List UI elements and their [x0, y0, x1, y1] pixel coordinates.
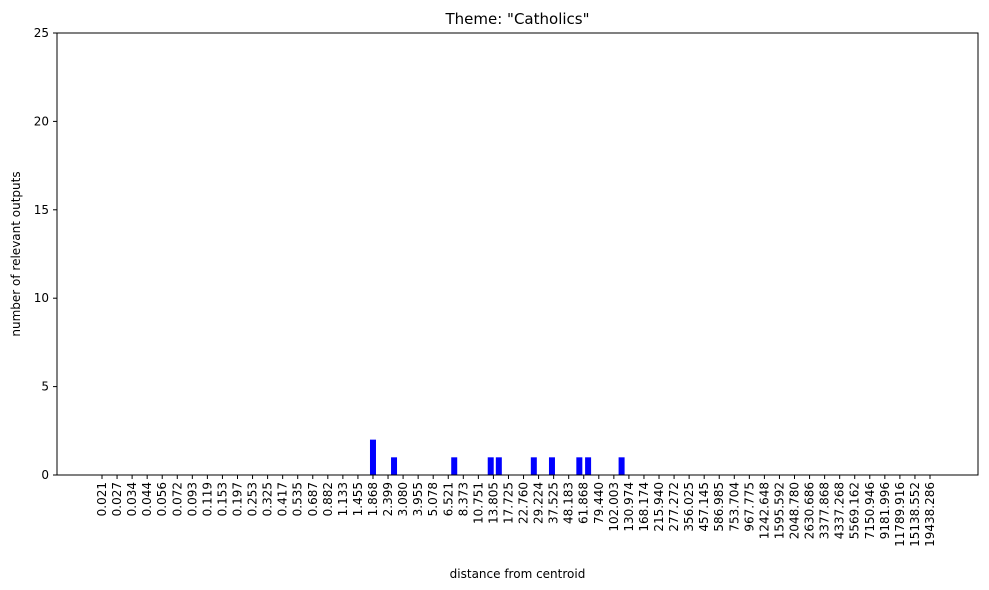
x-tick-label: 79.440: [592, 482, 606, 524]
x-tick-label: 0.325: [261, 482, 275, 516]
x-tick-label: 1.133: [336, 482, 350, 516]
y-tick-label: 0: [41, 468, 49, 482]
x-axis-label: distance from centroid: [450, 567, 586, 581]
x-tick-label: 15138.552: [908, 482, 922, 547]
x-tick-label: 0.153: [215, 482, 229, 516]
x-tick-label: 0.417: [276, 482, 290, 516]
bar: [530, 457, 537, 475]
x-tick-label: 102.003: [607, 482, 621, 532]
x-tick-label: 3.955: [411, 482, 425, 516]
chart-title: Theme: "Catholics": [445, 10, 590, 28]
x-tick-label: 0.882: [321, 482, 335, 516]
bar: [618, 457, 625, 475]
x-tick-label: 2048.780: [788, 482, 802, 539]
x-tick-label: 4337.268: [833, 482, 847, 539]
x-tick-label: 0.044: [140, 482, 154, 516]
x-tick-label: 5.078: [426, 482, 440, 516]
y-tick-label: 15: [34, 203, 49, 217]
y-tick-label: 25: [34, 26, 49, 40]
y-tick-label: 20: [34, 114, 49, 128]
bars-group: [369, 439, 625, 475]
x-tick-label: 48.183: [562, 482, 576, 524]
x-tick-label: 0.021: [95, 482, 109, 516]
x-tick-label: 1242.648: [757, 482, 771, 539]
y-tick-label: 10: [34, 291, 49, 305]
x-tick-label: 0.253: [246, 482, 260, 516]
x-tick-label: 1.455: [351, 482, 365, 516]
x-tick-label: 9181.996: [878, 482, 892, 539]
x-tick-label: 17.725: [501, 482, 515, 524]
bar: [391, 457, 398, 475]
x-tick-label: 215.940: [652, 482, 666, 532]
bar: [548, 457, 555, 475]
bar: [576, 457, 583, 475]
x-axis-ticks: 0.021 0.027 0.034 0.044 0.056 0.072 0.093 0.119…: [95, 475, 937, 547]
x-tick-label: 0.535: [291, 482, 305, 516]
x-tick-label: 0.687: [306, 482, 320, 516]
x-tick-label: 0.119: [200, 482, 214, 516]
x-tick-label: 61.868: [577, 482, 591, 524]
x-tick-label: 6.521: [441, 482, 455, 516]
x-tick-label: 967.775: [742, 482, 756, 532]
x-tick-label: 7150.946: [863, 482, 877, 539]
bar: [585, 457, 592, 475]
bar: [487, 457, 494, 475]
x-tick-label: 277.272: [667, 482, 681, 532]
bar: [495, 457, 502, 475]
x-tick-label: 356.025: [682, 482, 696, 532]
x-tick-label: 168.174: [637, 482, 651, 532]
x-tick-label: 0.027: [110, 482, 124, 516]
x-tick-label: 3377.868: [818, 482, 832, 539]
y-axis-label: number of relevant outputs: [9, 171, 23, 336]
plot-frame: [56, 32, 979, 476]
x-tick-label: 29.224: [532, 482, 546, 524]
x-tick-label: 3.080: [396, 482, 410, 516]
x-tick-label: 0.072: [170, 482, 184, 516]
x-tick-label: 457.145: [697, 482, 711, 532]
bar: [369, 439, 376, 475]
x-tick-label: 0.093: [185, 482, 199, 516]
x-tick-label: 19438.286: [923, 482, 937, 547]
bar: [451, 457, 458, 475]
x-tick-label: 0.197: [230, 482, 244, 516]
x-tick-label: 22.760: [517, 482, 531, 524]
y-axis-ticks: 0 5 10 15 20 25: [34, 26, 57, 482]
x-tick-label: 586.985: [712, 482, 726, 532]
x-tick-label: 10.751: [471, 482, 485, 524]
x-tick-label: 5569.162: [848, 482, 862, 539]
x-tick-label: 11789.916: [893, 482, 907, 547]
x-tick-label: 8.373: [456, 482, 470, 516]
x-tick-label: 2630.686: [803, 482, 817, 539]
x-tick-label: 130.974: [622, 482, 636, 532]
x-tick-label: 0.034: [125, 482, 139, 516]
x-tick-label: 13.805: [486, 482, 500, 524]
x-tick-label: 753.704: [727, 482, 741, 532]
x-tick-label: 0.056: [155, 482, 169, 516]
x-tick-label: 1595.592: [772, 482, 786, 539]
x-tick-label: 37.525: [547, 482, 561, 524]
y-tick-label: 5: [41, 380, 49, 394]
x-tick-label: 2.399: [381, 482, 395, 516]
x-tick-label: 1.868: [366, 482, 380, 516]
